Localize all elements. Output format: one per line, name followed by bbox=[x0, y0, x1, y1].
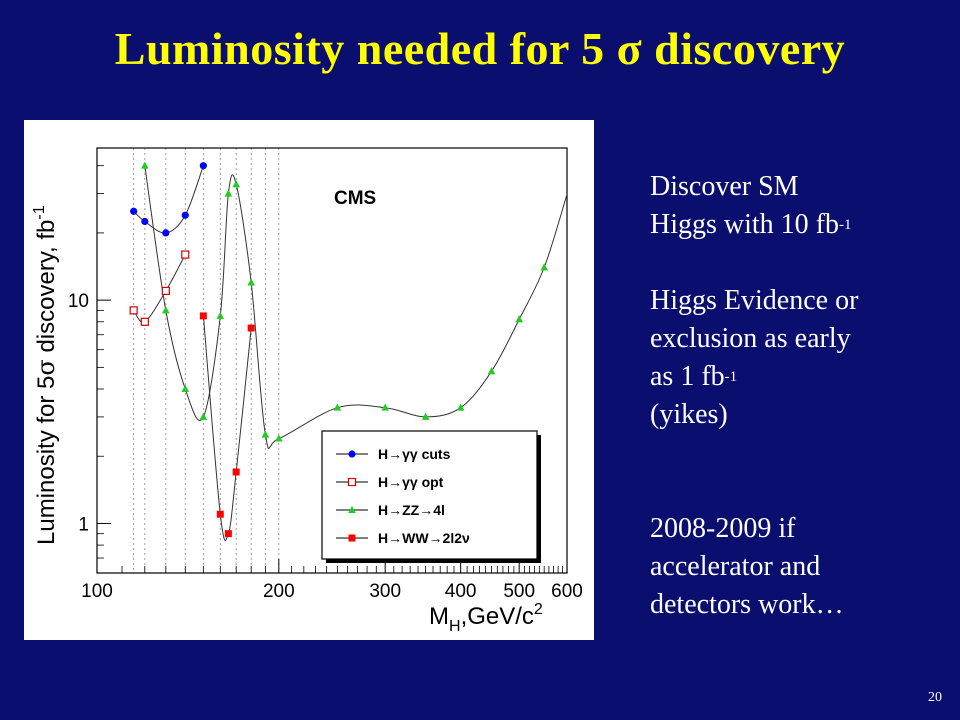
axis-ticks: 100 200 300 400 500 600 1 10 bbox=[68, 165, 583, 602]
marker-series-0-point-4 bbox=[199, 162, 207, 170]
curve-series-1 bbox=[133, 254, 186, 323]
x-tick-label-400: 400 bbox=[445, 581, 477, 602]
marker-series-2-point-10 bbox=[333, 403, 342, 411]
marker-series-2-point-12 bbox=[421, 412, 430, 420]
marker-series-2-point-6 bbox=[232, 180, 240, 188]
evidence-note-line3: as 1 fb-1 bbox=[650, 361, 738, 392]
x-tick-label-300: 300 bbox=[369, 581, 401, 602]
x-tick-label-500: 500 bbox=[503, 581, 535, 602]
marker-series-3-point-3 bbox=[232, 468, 240, 476]
x-axis-label: MH,GeV/c2 bbox=[429, 601, 543, 635]
y-tick-label-10: 10 bbox=[68, 291, 89, 312]
x-tick-label-200: 200 bbox=[263, 581, 295, 602]
evidence-note-line1: Higgs Evidence or bbox=[650, 285, 859, 316]
timeline-note-line1: 2008-2009 if bbox=[650, 513, 796, 544]
timeline-note-line3: detectors work… bbox=[650, 589, 844, 620]
marker-series-2-point-5 bbox=[224, 189, 233, 197]
cms-label: CMS bbox=[334, 188, 376, 209]
slide-title: Luminosity needed for 5 σ discovery bbox=[114, 23, 846, 74]
x-tick-label-100: 100 bbox=[81, 581, 113, 602]
marker-series-0-point-3 bbox=[181, 211, 189, 219]
plot-frame bbox=[96, 147, 568, 574]
curve-series-3 bbox=[202, 315, 252, 541]
marker-series-2-point-15 bbox=[515, 315, 523, 323]
legend-label-0: H→γγ cuts bbox=[378, 446, 451, 462]
marker-series-2-point-1 bbox=[162, 306, 170, 314]
marker-series-2-point-13 bbox=[456, 403, 465, 411]
marker-series-0-point-0 bbox=[130, 207, 138, 215]
marker-series-1-point-1 bbox=[140, 317, 149, 326]
discover-note-line1: Discover SM bbox=[650, 171, 799, 202]
marker-series-0-point-1 bbox=[141, 217, 149, 226]
marker-series-2-point-16 bbox=[540, 263, 548, 271]
timeline-note: 2008-2009 if accelerator and detectors w… bbox=[650, 510, 844, 624]
legend-items: H→γγ cuts H→γγ opt H→ZZ→4l H→WW→2l2ν bbox=[336, 446, 470, 546]
vertical-grid-lines bbox=[133, 148, 280, 573]
marker-series-3-point-1 bbox=[216, 510, 224, 518]
marker-series-2-point-3 bbox=[199, 412, 208, 420]
legend-marker-3 bbox=[348, 534, 356, 542]
y-axis-label: Luminosity for 5σ discovery, fb-1 bbox=[31, 205, 60, 545]
marker-series-1-point-3 bbox=[181, 250, 190, 259]
marker-series-3-point-0 bbox=[199, 312, 207, 320]
legend-marker-1 bbox=[347, 477, 357, 487]
legend-label-3: H→WW→2l2ν bbox=[378, 530, 470, 546]
marker-series-2-point-7 bbox=[247, 278, 255, 286]
evidence-note-line2: exclusion as early bbox=[650, 323, 851, 354]
marker-series-2-point-0 bbox=[141, 161, 149, 169]
timeline-note-line2: accelerator and bbox=[650, 551, 821, 582]
legend-marker-2 bbox=[348, 505, 356, 513]
marker-series-2-point-4 bbox=[216, 311, 225, 319]
legend-label-2: H→ZZ→4l bbox=[378, 502, 445, 518]
marker-series-2-point-11 bbox=[381, 403, 389, 411]
series-markers bbox=[129, 161, 548, 538]
marker-series-3-point-4 bbox=[247, 324, 255, 332]
legend-marker-0 bbox=[348, 450, 356, 458]
x-tick-label-600: 600 bbox=[551, 581, 583, 602]
legend-label-1: H→γγ opt bbox=[378, 474, 444, 490]
legend-box bbox=[321, 430, 538, 560]
page-number: 20 bbox=[928, 690, 942, 705]
evidence-note-line4: (yikes) bbox=[650, 399, 728, 430]
legend: H→γγ cuts H→γγ opt H→ZZ→4l H→WW→2l2ν bbox=[321, 430, 541, 563]
marker-series-2-point-8 bbox=[261, 430, 270, 438]
marker-series-2-point-2 bbox=[181, 384, 190, 393]
discover-note: Discover SM Higgs with 10 fb-1 bbox=[650, 168, 852, 244]
marker-series-3-point-2 bbox=[224, 530, 232, 538]
discover-note-line2: Higgs with 10 fb-1 bbox=[650, 209, 852, 240]
y-tick-label-1: 1 bbox=[78, 514, 89, 535]
marker-series-2-point-14 bbox=[487, 367, 496, 375]
marker-series-1-point-0 bbox=[129, 306, 138, 315]
marker-series-0-point-2 bbox=[162, 229, 170, 237]
chart-panel: 100 200 300 400 500 600 1 10 CMS H→γγ cuts H→γγ … bbox=[24, 120, 594, 640]
marker-series-1-point-2 bbox=[161, 286, 170, 295]
marker-series-2-point-9 bbox=[275, 434, 283, 442]
evidence-note: Higgs Evidence or exclusion as early as … bbox=[650, 282, 858, 434]
